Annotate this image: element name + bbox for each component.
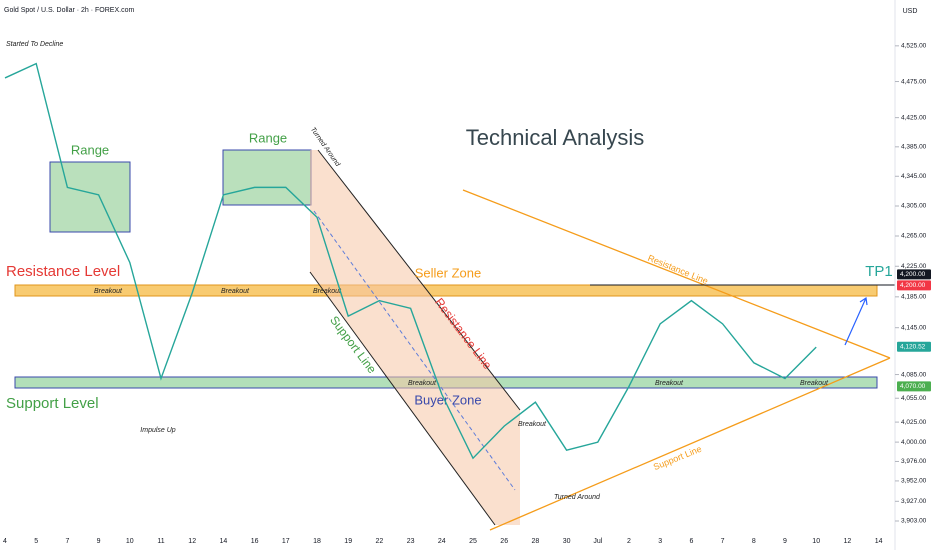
x-tick-label: 10	[126, 538, 134, 545]
y-tick-label: 4,145.00	[901, 324, 927, 331]
price-tag-label: 4,070.00	[900, 383, 926, 390]
annotation: Resistance Level	[6, 263, 120, 280]
x-tick-label: Jul	[593, 538, 602, 545]
x-tick-label: 10	[812, 538, 820, 545]
x-tick-label: 23	[407, 538, 415, 545]
price-line	[4, 62, 817, 460]
annotation: Breakout	[313, 288, 342, 295]
x-tick-label: 26	[500, 538, 508, 545]
x-tick-label: 25	[469, 538, 477, 545]
range-box	[49, 161, 131, 233]
annotation: Technical Analysis	[466, 125, 645, 150]
price-tag	[897, 280, 931, 291]
annotation: Impulse Up	[140, 427, 176, 434]
annotation: Range	[249, 130, 287, 145]
x-tick-label: 4	[3, 538, 7, 545]
y-tick-label: 4,025.00	[901, 419, 927, 426]
annotation: Breakout	[518, 421, 547, 428]
y-tick-label: 4,425.00	[901, 114, 927, 121]
x-tick-label: 14	[220, 538, 228, 545]
annotation: Turned Around	[554, 494, 601, 501]
channel-mid	[313, 210, 516, 491]
target-arrow	[844, 296, 868, 346]
triangle-line	[462, 189, 891, 359]
seller-zone	[14, 284, 878, 297]
annotation: Range	[71, 142, 109, 157]
triangle-line	[489, 357, 891, 531]
annotation: Breakout	[408, 380, 437, 387]
x-tick-label: 22	[376, 538, 384, 545]
annotation: Started To Decline	[6, 41, 63, 48]
y-tick-label: 3,927.00	[901, 498, 927, 505]
chart-title: Gold Spot / U.S. Dollar · 2h · FOREX.com	[4, 7, 134, 14]
y-tick-label: 4,000.00	[901, 439, 927, 446]
y-tick-label: 4,345.00	[901, 173, 927, 180]
annotation: Breakout	[94, 288, 123, 295]
price-tag-label: 4,120.52	[900, 343, 926, 350]
x-tick-label: 28	[532, 538, 540, 545]
y-tick-label: 4,225.00	[901, 263, 927, 270]
x-tick-label: 24	[438, 538, 446, 545]
x-tick-label: 19	[344, 538, 352, 545]
x-tick-label: 11	[157, 538, 164, 545]
x-tick-label: 16	[251, 538, 259, 545]
y-tick-label: 4,525.00	[901, 43, 927, 50]
x-tick-label: 2	[627, 538, 631, 545]
y-tick-label: 4,475.00	[901, 78, 927, 85]
x-tick-label: 5	[34, 538, 38, 545]
annotation: Breakout	[221, 288, 250, 295]
x-tick-label: 7	[65, 538, 69, 545]
y-tick-label: 3,903.00	[901, 518, 927, 525]
x-tick-label: 14	[875, 538, 883, 545]
price-tag	[897, 269, 931, 280]
price-tag	[897, 381, 931, 392]
channel-line	[317, 149, 521, 411]
x-tick-label: 3	[658, 538, 662, 545]
x-tick-label: 9	[97, 538, 101, 545]
x-tick-label: 12	[188, 538, 196, 545]
y-tick-label: 4,085.00	[901, 371, 927, 378]
y-tick-label: 4,185.00	[901, 294, 927, 301]
price-tag-label: 4,200.00	[900, 271, 926, 278]
annotation: Support Level	[6, 395, 99, 412]
price-tag	[897, 341, 931, 352]
x-tick-label: 17	[282, 538, 290, 545]
annotation: Breakout	[655, 380, 684, 387]
channel-fill	[310, 150, 520, 525]
x-tick-label: 12	[844, 538, 852, 545]
y-tick-label: 4,055.00	[901, 395, 927, 402]
annotation: Buyer Zone	[414, 392, 481, 407]
x-tick-label: 7	[721, 538, 725, 545]
annotation: TP1	[865, 263, 893, 280]
range-box	[222, 149, 312, 206]
channel-line	[309, 271, 496, 526]
price-tag-label: 4,200.00	[900, 282, 926, 289]
annotation: Breakout	[800, 380, 829, 387]
x-tick-label: 18	[313, 538, 321, 545]
y-tick-label: 3,952.00	[901, 478, 927, 485]
x-tick-label: 9	[783, 538, 787, 545]
y-tick-label: 4,305.00	[901, 203, 927, 210]
y-tick-label: 3,976.00	[901, 458, 927, 465]
currency: USD	[903, 8, 918, 15]
x-tick-label: 30	[563, 538, 571, 545]
y-tick-label: 4,265.00	[901, 233, 927, 240]
y-tick-label: 4,385.00	[901, 144, 927, 151]
x-tick-label: 6	[689, 538, 693, 545]
annotation: Seller Zone	[415, 265, 481, 280]
x-tick-label: 8	[752, 538, 756, 545]
